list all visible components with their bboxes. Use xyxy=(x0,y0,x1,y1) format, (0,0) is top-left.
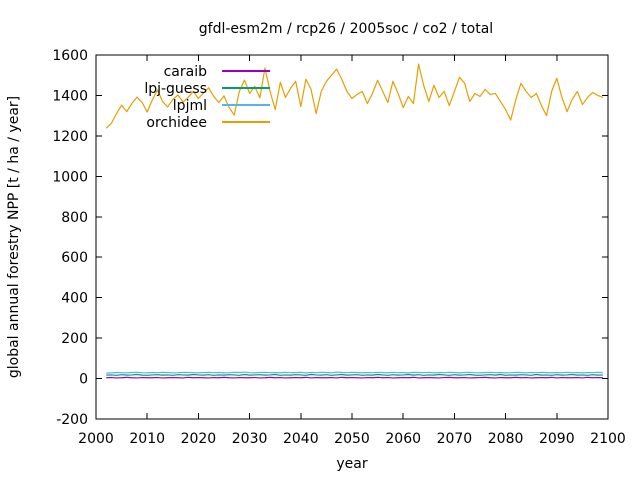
series-line-caraib xyxy=(106,376,603,379)
x-tick-label: 2070 xyxy=(437,431,473,447)
legend-label-orchidee: orchidee xyxy=(146,115,207,131)
x-tick-label: 2060 xyxy=(385,431,421,447)
x-axis-label: year xyxy=(336,456,367,472)
legend-label-lpjml: lpjml xyxy=(173,98,207,114)
y-tick-label: 400 xyxy=(61,291,88,307)
x-tick-label: 2010 xyxy=(129,431,165,447)
y-tick-label: 600 xyxy=(61,250,88,266)
chart-title: gfdl-esm2m / rcp26 / 2005soc / co2 / tot… xyxy=(199,21,493,37)
series-line-lpjml xyxy=(106,371,603,374)
legend: caraib lpj-guess lpjml orchidee xyxy=(144,64,270,131)
series-line-lpj-guess xyxy=(106,373,603,376)
y-tick-label: 0 xyxy=(79,372,88,388)
legend-label-lpj-guess: lpj-guess xyxy=(144,81,207,97)
x-tick-label: 2040 xyxy=(283,431,319,447)
y-tick-label: 800 xyxy=(61,210,88,226)
y-tick-label: 1000 xyxy=(52,169,88,185)
y-tick-label: 1200 xyxy=(52,129,88,145)
plot-area: 2000 2010 2020 2030 2040 2050 2060 2070 2080 2090… xyxy=(52,48,625,447)
plot-border xyxy=(95,54,609,420)
x-tick-label: 2090 xyxy=(539,431,575,447)
y-tick-label: 1400 xyxy=(52,88,88,104)
x-tick-label: 2000 xyxy=(78,431,114,447)
y-tick-label: 1600 xyxy=(52,48,88,64)
series-line-orchidee xyxy=(105,63,604,129)
legend-label-caraib: caraib xyxy=(164,64,208,80)
y-tick-label: 200 xyxy=(61,331,88,347)
x-tick-label: 2080 xyxy=(488,431,524,447)
y-tick-label: -200 xyxy=(56,412,88,428)
y-axis-label: global annual forestry NPP [t / ha / yea… xyxy=(6,96,22,378)
x-tick-label: 2050 xyxy=(334,431,370,447)
x-tick-label: 2030 xyxy=(232,431,268,447)
x-tick-label: 2100 xyxy=(590,431,626,447)
x-tick-label: 2020 xyxy=(181,431,217,447)
